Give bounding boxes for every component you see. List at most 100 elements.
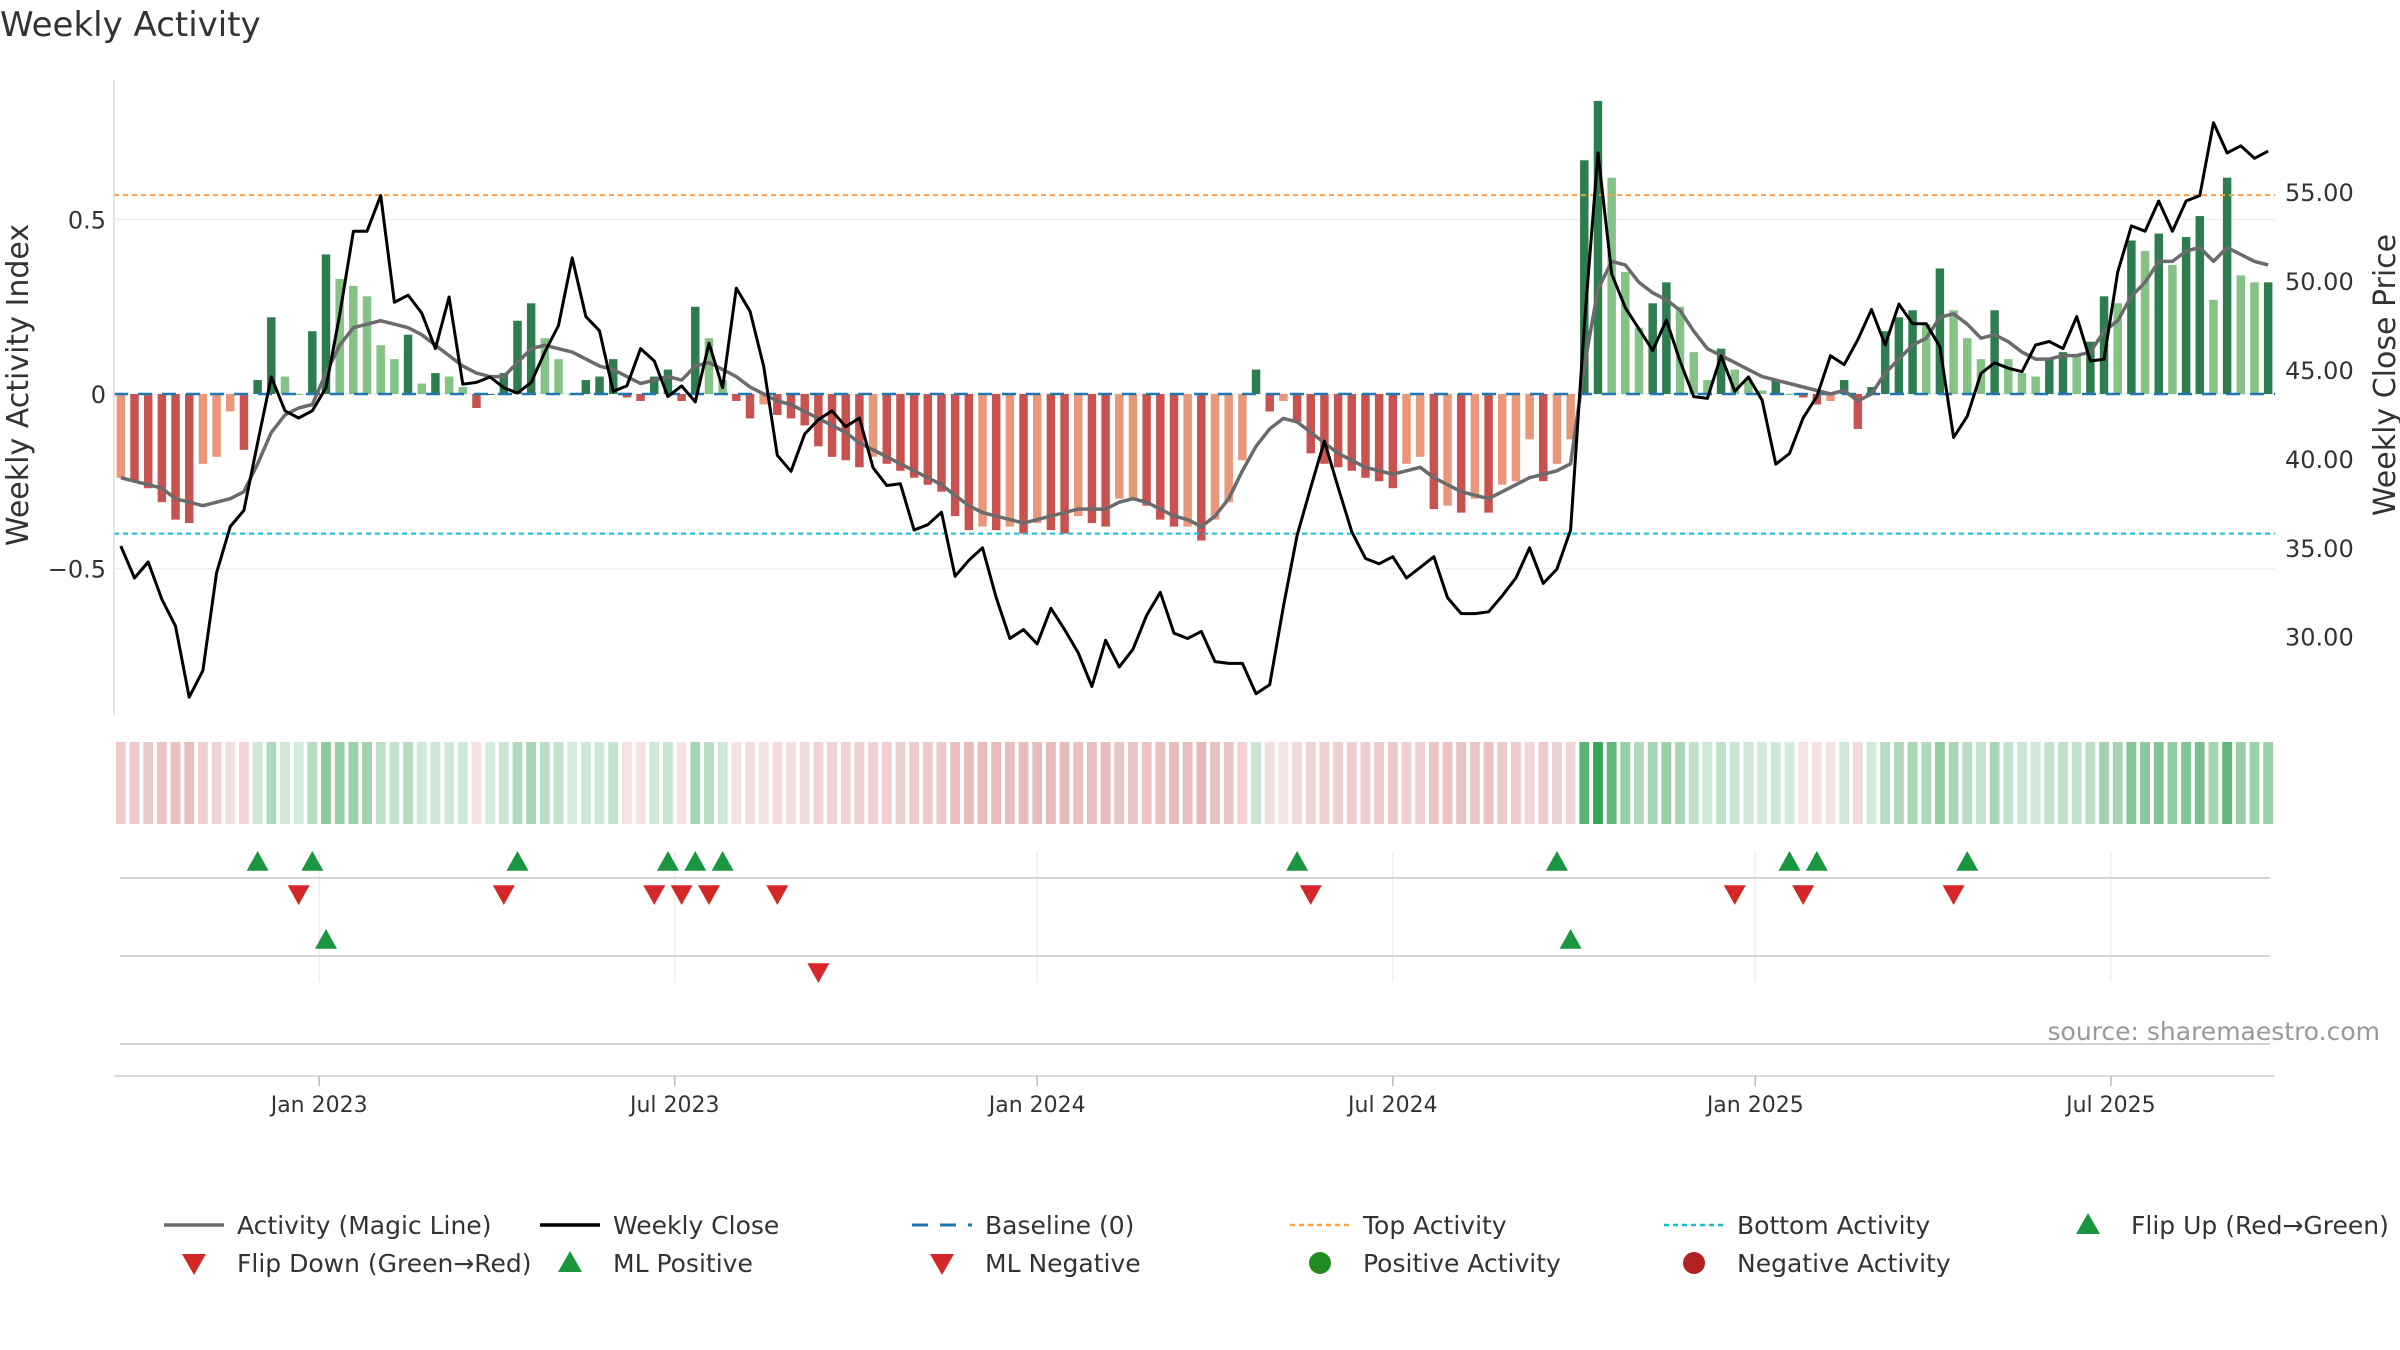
activity-bar [1142, 394, 1151, 506]
legend-label: Positive Activity [1363, 1249, 1561, 1278]
activity-bar [2140, 250, 2150, 395]
strip-cell [334, 742, 345, 824]
strip-cell [772, 742, 783, 824]
strip-cell [1305, 742, 1316, 824]
activity-bar [1074, 394, 1083, 517]
activity-bar [1347, 394, 1357, 471]
activity-bar [650, 376, 659, 395]
flip-markers [120, 851, 2270, 1045]
chart-title: Weekly Activity [0, 5, 261, 45]
flip-down-marker [1942, 885, 1965, 905]
activity-bar [2099, 296, 2109, 395]
strip-cell [1210, 742, 1220, 824]
strip-cell [2099, 742, 2109, 824]
activity-bar [212, 394, 221, 457]
strip-cell [854, 742, 865, 824]
activity-bar [1470, 394, 1480, 499]
legend-item: Negative Activity [1683, 1249, 1951, 1278]
strip-cell [608, 742, 619, 824]
activity-bar [1443, 394, 1452, 506]
strip-cell [717, 742, 728, 824]
activity-bar [143, 394, 153, 489]
flip-down-marker [697, 885, 720, 905]
y2-axis-label: Weekly Close Price [2368, 234, 2400, 516]
strip-cell [1278, 742, 1289, 824]
strip-cell [1510, 742, 1521, 824]
activity-bar [1798, 394, 1808, 398]
strip-cell [1428, 742, 1439, 824]
activity-bar [1128, 394, 1138, 499]
y-axis-label: Weekly Activity Index [1, 224, 36, 546]
activity-bar [1703, 380, 1712, 395]
strip-cell [1292, 742, 1303, 824]
strip-cell [457, 742, 468, 824]
strip-cell [2153, 742, 2164, 824]
legend-swatch [558, 1251, 582, 1272]
activity-bar [2168, 264, 2177, 395]
strip-cell [704, 742, 714, 824]
activity-bar [2222, 177, 2232, 395]
strip-cell [1264, 742, 1275, 824]
activity-bar [608, 359, 618, 395]
x-tick-label: Jan 2023 [269, 1093, 368, 1118]
activity-bar [978, 394, 987, 527]
strip-cell [1524, 742, 1535, 824]
strip-cell [485, 742, 496, 824]
activity-bar [923, 394, 933, 485]
activity-bar [1115, 394, 1124, 499]
strip-cell [2003, 742, 2014, 824]
activity-bar [1087, 394, 1097, 524]
activity-bar [2250, 282, 2259, 395]
activity-bar [1771, 380, 1781, 395]
strip-cell [2263, 742, 2274, 824]
y2-tick-label: 50.00 [2285, 268, 2354, 296]
y-tick-label: −0.5 [48, 555, 106, 583]
strip-cell [307, 742, 318, 824]
strip-cell [963, 742, 974, 824]
activity-bar [1785, 394, 1794, 396]
strip-cell [1839, 742, 1850, 824]
strip-cell [553, 742, 564, 824]
activity-bar [1484, 394, 1493, 513]
strip-cell [1387, 742, 1398, 824]
strip-cell [211, 742, 222, 824]
strip-cell [444, 742, 455, 824]
strip-cell [2181, 742, 2192, 824]
strip-cell [143, 742, 154, 824]
strip-cell [1552, 742, 1562, 824]
activity-bar [2263, 282, 2273, 395]
activity-bar [1580, 160, 1589, 395]
activity-bar [1333, 394, 1343, 468]
strip-cell [512, 742, 523, 824]
strip-cell [758, 742, 769, 824]
activity-bar [1990, 310, 1999, 395]
activity-bar [1552, 394, 1562, 464]
activity-bar [2017, 373, 2027, 395]
legend-item: Baseline (0) [912, 1211, 1134, 1240]
activity-bar [855, 394, 864, 468]
legend-item: ML Positive [558, 1249, 753, 1278]
strip-cell [1128, 742, 1138, 824]
activity-bar [335, 278, 344, 395]
strip-cell [1989, 742, 2000, 824]
activity-bar [1101, 394, 1110, 527]
activity-bar [253, 380, 262, 395]
activity-bar [403, 334, 413, 395]
strip-cell [1743, 742, 1754, 824]
activity-bar [1224, 394, 1233, 503]
strip-cell [745, 742, 755, 824]
activity-bar [1265, 394, 1274, 412]
activity-bar [1429, 394, 1439, 510]
strip-cell [1606, 742, 1617, 824]
strip-cell [1565, 742, 1576, 824]
strip-cell [1401, 742, 1412, 824]
x-axis: Jan 2023 Jul 2023 Jan 2024 Jul 2024 Jan 2025… [114, 1075, 2275, 1118]
activity-bar [1292, 394, 1302, 422]
activity-bar [1839, 380, 1849, 395]
activity-bar [1716, 348, 1726, 395]
strip-cell [539, 742, 550, 824]
strip-cell [731, 742, 742, 824]
legend-swatch [182, 1254, 206, 1275]
strip-cell [293, 742, 304, 824]
strip-cell [266, 742, 277, 824]
